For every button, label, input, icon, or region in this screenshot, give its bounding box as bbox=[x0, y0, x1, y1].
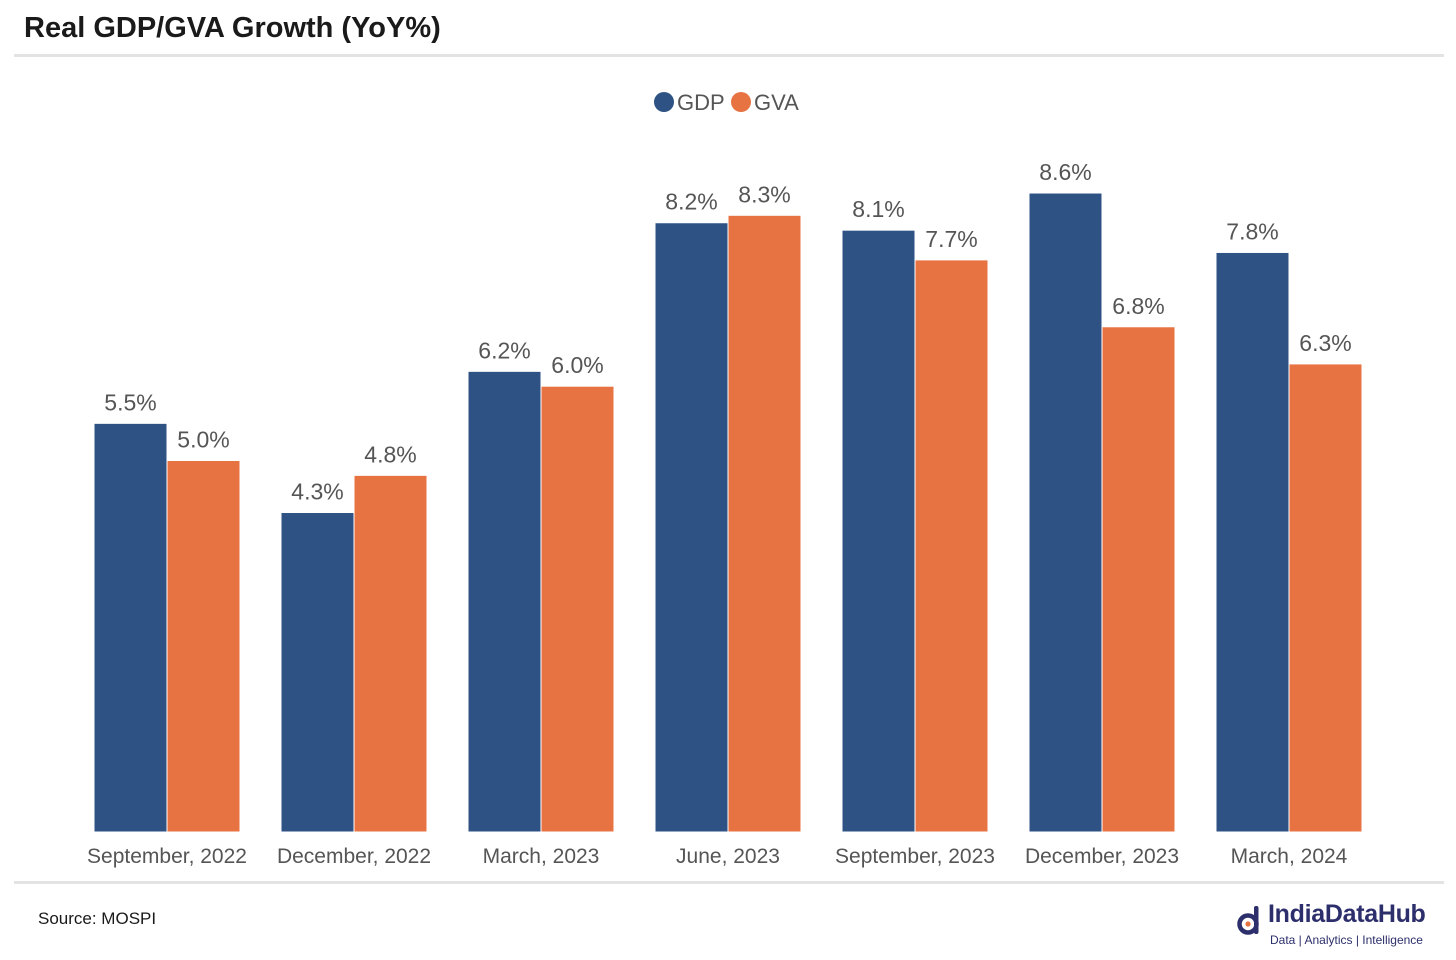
value-label-gva-june-2023: 8.3% bbox=[738, 181, 790, 207]
bar-gdp-september-2022 bbox=[93, 422, 168, 833]
value-label-gva-march-2023: 6.0% bbox=[551, 352, 603, 378]
brand-logo: IndiaDataHub Data | Analytics | Intellig… bbox=[1236, 898, 1446, 952]
legend: GDP GVA bbox=[654, 90, 799, 115]
brand-tagline: Data | Analytics | Intelligence bbox=[1270, 933, 1423, 947]
legend-marker-gdp bbox=[654, 92, 674, 112]
x-tick-label-march-2023: March, 2023 bbox=[483, 845, 600, 868]
bar-gdp-june-2023 bbox=[654, 222, 729, 833]
bottom-divider bbox=[14, 881, 1444, 884]
legend-label-gva: GVA bbox=[754, 90, 799, 115]
value-label-gdp-march-2024: 7.8% bbox=[1226, 218, 1278, 244]
legend-marker-gva bbox=[731, 92, 751, 112]
source-note: Source: MOSPI bbox=[38, 909, 157, 928]
bar-gva-march-2023 bbox=[540, 385, 615, 833]
value-label-gva-september-2023: 7.7% bbox=[925, 226, 977, 252]
bars bbox=[93, 192, 1363, 833]
x-tick-label-december-2022: December, 2022 bbox=[277, 845, 431, 868]
bar-gdp-september-2023 bbox=[841, 229, 916, 833]
bar-gva-december-2023 bbox=[1101, 326, 1176, 833]
top-divider bbox=[14, 54, 1444, 57]
page-title: Real GDP/GVA Growth (YoY%) bbox=[24, 12, 441, 44]
bar-gva-september-2022 bbox=[166, 460, 241, 833]
bar-gva-june-2023 bbox=[727, 214, 802, 833]
value-label-gdp-september-2022: 5.5% bbox=[104, 389, 156, 415]
bar-gdp-march-2023 bbox=[467, 370, 542, 833]
value-label-gva-march-2024: 6.3% bbox=[1299, 330, 1351, 356]
value-label-gva-december-2022: 4.8% bbox=[364, 441, 416, 467]
indiadatahub-logo-icon bbox=[1237, 906, 1259, 935]
value-label-gdp-march-2023: 6.2% bbox=[478, 337, 530, 363]
value-label-gva-december-2023: 6.8% bbox=[1112, 293, 1164, 319]
value-label-gdp-december-2023: 8.6% bbox=[1039, 159, 1091, 185]
bar-gdp-march-2024 bbox=[1215, 251, 1290, 833]
value-labels: 5.5% 5.0% 4.3% 4.8% 6.2% 6.0% 8.2% 8.3% 8.1% 7.7%… bbox=[104, 159, 1351, 504]
brand-name: IndiaDataHub bbox=[1268, 900, 1426, 928]
value-label-gdp-june-2023: 8.2% bbox=[665, 189, 717, 215]
value-label-gdp-september-2023: 8.1% bbox=[852, 196, 904, 222]
value-label-gva-september-2022: 5.0% bbox=[177, 427, 229, 453]
bar-gdp-december-2023 bbox=[1028, 192, 1103, 833]
bar-gdp-december-2022 bbox=[280, 512, 355, 833]
value-label-gdp-december-2022: 4.3% bbox=[291, 479, 343, 505]
x-axis-tick-labels: September, 2022 December, 2022 March, 2023… bbox=[87, 845, 1348, 868]
bar-gva-september-2023 bbox=[914, 259, 989, 833]
bar-gva-march-2024 bbox=[1288, 363, 1363, 833]
x-tick-label-september-2022: September, 2022 bbox=[87, 845, 247, 868]
x-tick-label-march-2024: March, 2024 bbox=[1231, 845, 1348, 868]
legend-label-gdp: GDP bbox=[677, 90, 725, 115]
bar-gva-december-2022 bbox=[353, 474, 428, 833]
x-tick-label-september-2023: September, 2023 bbox=[835, 845, 995, 868]
x-tick-label-december-2023: December, 2023 bbox=[1025, 845, 1179, 868]
x-tick-label-june-2023: June, 2023 bbox=[676, 845, 780, 868]
